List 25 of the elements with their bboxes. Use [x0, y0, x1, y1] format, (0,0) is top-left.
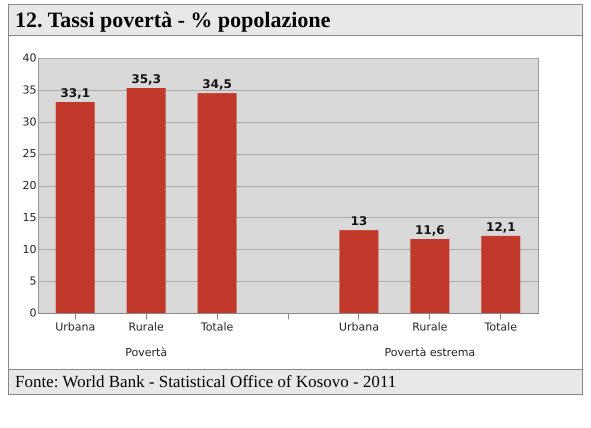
- data-label: 13: [350, 214, 368, 228]
- data-label: 33,1: [60, 86, 90, 100]
- y-tick-label: 10: [22, 242, 36, 256]
- data-label: 12,1: [486, 220, 516, 234]
- data-label: 34,5: [202, 77, 232, 92]
- y-tick-label: 15: [22, 210, 36, 224]
- y-tick-label: 5: [30, 274, 36, 288]
- data-label: 35,3: [131, 72, 161, 86]
- y-tick-label: 30: [22, 115, 36, 128]
- y-tick-label: 20: [22, 179, 36, 192]
- text: Povertà estrema: [384, 346, 476, 359]
- y-tick-label: 25: [22, 147, 36, 160]
- x-tick-label: Totale: [200, 320, 234, 334]
- y-tick-label: 40: [22, 52, 36, 64]
- x-tick-label: Urbana: [338, 320, 379, 334]
- x-tick-label: Rurale: [412, 320, 448, 334]
- chart-title: 12. Tassi povertà - % popolazione: [8, 4, 583, 36]
- text: Povertà: [125, 346, 168, 359]
- y-tick-label: 0: [30, 306, 36, 320]
- x-tick-label: Urbana: [55, 320, 96, 334]
- x-tick-label: Totale: [484, 320, 518, 334]
- data-label: 11,6: [415, 223, 445, 238]
- y-tick-label: 35: [22, 83, 36, 96]
- source-note: Fonte: World Bank - Statistical Office of Kosovo - 2011: [8, 370, 583, 395]
- x-tick-label: Rurale: [128, 320, 164, 334]
